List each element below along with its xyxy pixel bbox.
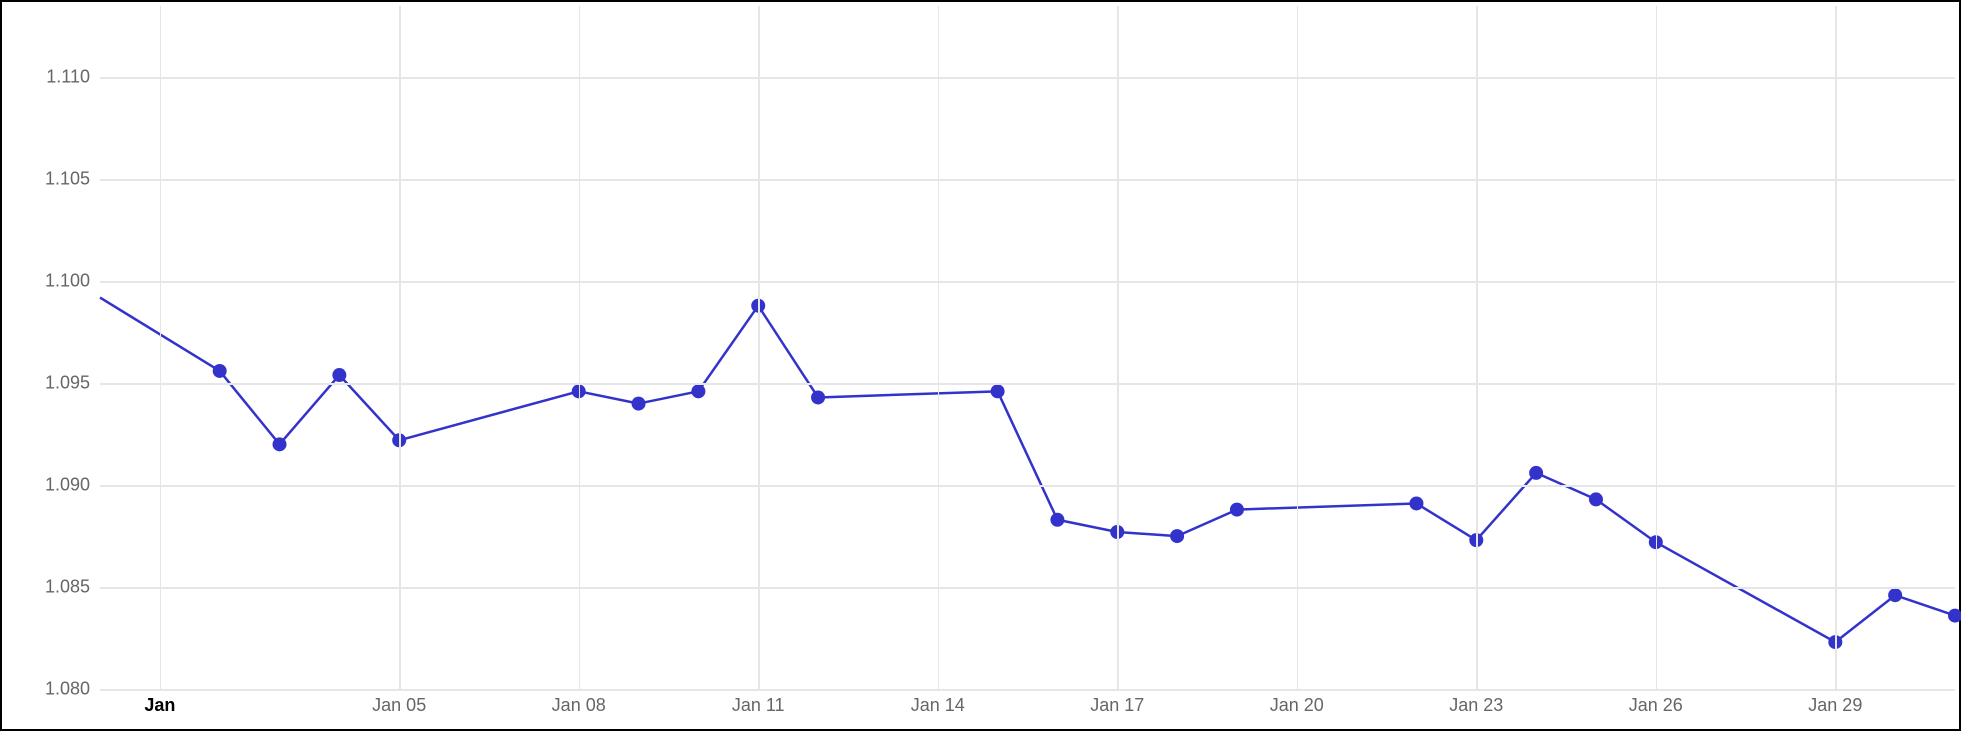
data-point-marker[interactable] (1948, 609, 1961, 623)
data-point-marker[interactable] (332, 368, 346, 382)
y-axis-label: 1.085 (45, 577, 90, 598)
data-point-marker[interactable] (691, 384, 705, 398)
x-axis-label: Jan 26 (1629, 695, 1683, 716)
y-grid-line (100, 689, 1955, 691)
x-grid-line (1656, 6, 1658, 689)
x-axis-label: Jan 29 (1808, 695, 1862, 716)
data-point-marker[interactable] (1529, 466, 1543, 480)
y-grid-line (100, 77, 1955, 79)
y-grid-line (100, 281, 1955, 283)
x-grid-line (579, 6, 581, 689)
x-axis-label: Jan 08 (552, 695, 606, 716)
x-grid-line (160, 6, 162, 689)
x-axis-label: Jan 23 (1449, 695, 1503, 716)
x-axis-label: Jan 05 (372, 695, 426, 716)
data-point-marker[interactable] (1888, 588, 1902, 602)
y-grid-line (100, 485, 1955, 487)
x-grid-line (1297, 6, 1299, 689)
x-grid-line (758, 6, 760, 689)
y-axis-label: 1.080 (45, 679, 90, 700)
x-grid-line (1117, 6, 1119, 689)
x-grid-line (938, 6, 940, 689)
y-grid-line (100, 179, 1955, 181)
line-series-path (100, 298, 1961, 647)
y-axis-label: 1.100 (45, 271, 90, 292)
data-point-marker[interactable] (1409, 496, 1423, 510)
x-grid-line (1476, 6, 1478, 689)
data-point-marker[interactable] (632, 397, 646, 411)
x-axis-label: Jan (144, 695, 175, 716)
y-axis-label: 1.095 (45, 373, 90, 394)
x-axis-label: Jan 14 (911, 695, 965, 716)
data-point-marker[interactable] (213, 364, 227, 378)
data-point-marker[interactable] (991, 384, 1005, 398)
x-grid-line (399, 6, 401, 689)
y-axis-label: 1.105 (45, 169, 90, 190)
chart-container: 1.080 1.085 1.090 1.095 1.100 1.105 1.110 Jan Ja… (0, 0, 1961, 731)
y-grid-line (100, 587, 1955, 589)
data-point-marker[interactable] (1050, 513, 1064, 527)
data-point-marker[interactable] (1230, 503, 1244, 517)
x-axis-label: Jan 11 (732, 695, 785, 716)
data-point-marker[interactable] (1589, 492, 1603, 506)
y-grid-line (100, 383, 1955, 385)
y-axis-label: 1.090 (45, 475, 90, 496)
plot-area: 1.0801.0851.0901.0951.1001.1051.110JanJa… (100, 6, 1955, 689)
x-axis-label: Jan 20 (1270, 695, 1324, 716)
x-grid-line (1835, 6, 1837, 689)
x-axis-label: Jan 17 (1090, 695, 1144, 716)
y-axis-label: 1.110 (46, 67, 90, 88)
data-point-marker[interactable] (811, 390, 825, 404)
data-point-marker[interactable] (273, 437, 287, 451)
data-point-marker[interactable] (1170, 529, 1184, 543)
